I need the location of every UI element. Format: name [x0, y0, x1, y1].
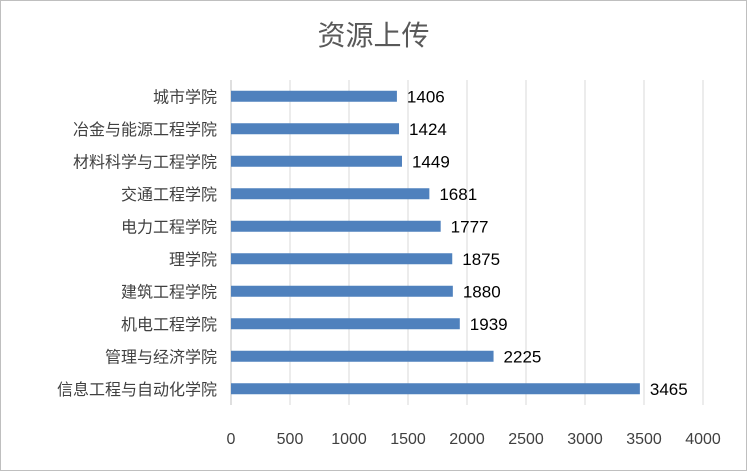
data-label: 1777 [451, 217, 489, 236]
bar [231, 123, 400, 135]
data-label: 1939 [470, 315, 508, 334]
category-label: 管理与经济学院 [105, 347, 217, 366]
data-label: 2225 [504, 347, 542, 366]
bar [231, 253, 453, 265]
data-label: 1880 [463, 282, 501, 301]
category-label: 信息工程与自动化学院 [57, 380, 217, 399]
bar [231, 188, 430, 200]
x-tick-label: 2000 [449, 431, 485, 448]
category-label: 建筑工程学院 [121, 282, 217, 301]
bar [231, 90, 397, 102]
bar [231, 318, 460, 330]
bar [231, 155, 402, 167]
data-label: 1875 [462, 250, 500, 269]
data-label: 1424 [409, 120, 447, 139]
category-label: 冶金与能源工程学院 [73, 120, 217, 139]
x-tick-label: 1000 [331, 431, 367, 448]
data-label: 1449 [412, 152, 450, 171]
bar [231, 220, 441, 232]
x-tick-label: 0 [227, 431, 236, 448]
x-tick-label: 3000 [567, 431, 603, 448]
category-label: 材料科学与工程学院 [73, 152, 217, 171]
bar [231, 383, 640, 395]
bar [231, 285, 453, 297]
x-tick-label: 4000 [685, 431, 721, 448]
category-label: 交通工程学院 [121, 185, 217, 204]
data-label: 1406 [407, 87, 445, 106]
data-label: 1681 [439, 185, 477, 204]
x-tick-label: 500 [277, 431, 304, 448]
chart-title: 资源上传 [317, 19, 430, 52]
category-label: 电力工程学院 [121, 217, 217, 236]
data-label: 3465 [650, 380, 688, 399]
x-tick-label: 2500 [508, 431, 544, 448]
x-tick-label: 3500 [626, 431, 662, 448]
x-tick-label: 1500 [390, 431, 426, 448]
category-label: 理学院 [169, 250, 217, 269]
category-label: 机电工程学院 [121, 315, 217, 334]
bar [231, 350, 494, 362]
category-label: 城市学院 [153, 87, 217, 106]
